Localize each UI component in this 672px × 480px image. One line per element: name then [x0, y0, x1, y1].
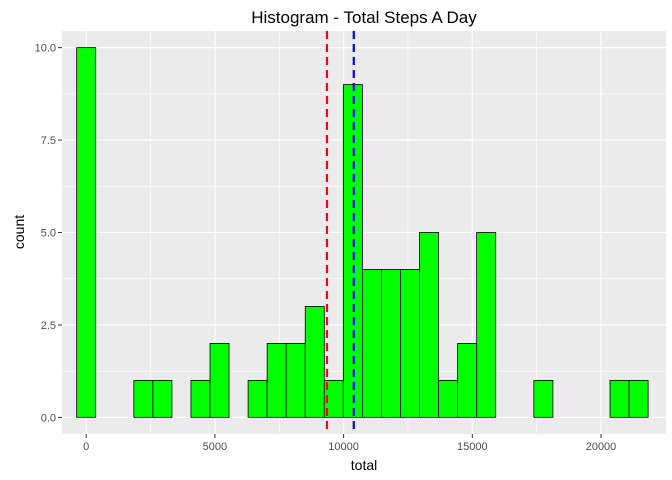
x-tick-label: 20000: [586, 441, 617, 453]
y-tick-label: 2.5: [41, 320, 56, 332]
histogram-bar: [628, 379, 649, 418]
histogram-bar: [457, 343, 478, 418]
x-axis: 0 5000 10000 15000 20000: [83, 434, 616, 453]
x-tick-label: 5000: [203, 441, 227, 453]
histogram-bar: [438, 379, 459, 418]
histogram-bar: [190, 379, 211, 418]
histogram-bar: [609, 379, 630, 418]
histogram-bar: [533, 379, 554, 418]
histogram-bar: [247, 379, 268, 418]
histogram-bar: [400, 269, 420, 418]
histogram-bar: [342, 84, 363, 418]
reference-lines-group: [325, 31, 355, 434]
histogram-bar: [76, 47, 97, 418]
histogram-bar: [361, 269, 382, 418]
y-tick-label: 5.0: [41, 228, 56, 240]
histogram-bar: [476, 232, 497, 418]
bars-group: [76, 47, 649, 418]
histogram-bar: [285, 343, 306, 418]
y-tick-label: 10.0: [35, 43, 56, 55]
x-tick-label: 15000: [457, 441, 488, 453]
chart-title: Histogram - Total Steps A Day: [251, 8, 477, 27]
x-axis-title: total: [351, 457, 377, 473]
y-tick-label: 7.5: [41, 135, 56, 147]
y-axis-title: count: [11, 215, 27, 249]
histogram-bar: [152, 379, 173, 418]
x-tick-label: 10000: [328, 441, 359, 453]
histogram-bar: [133, 379, 154, 418]
y-axis: 0.0 2.5 5.0 7.5 10.0: [35, 43, 62, 424]
histogram-bar: [419, 232, 439, 418]
histogram-bar: [209, 343, 230, 418]
histogram-bar: [304, 306, 325, 418]
x-tick-label: 0: [83, 441, 89, 453]
histogram-bar: [381, 269, 401, 418]
histogram-bar: [266, 343, 287, 418]
y-tick-label: 0.0: [41, 412, 56, 424]
